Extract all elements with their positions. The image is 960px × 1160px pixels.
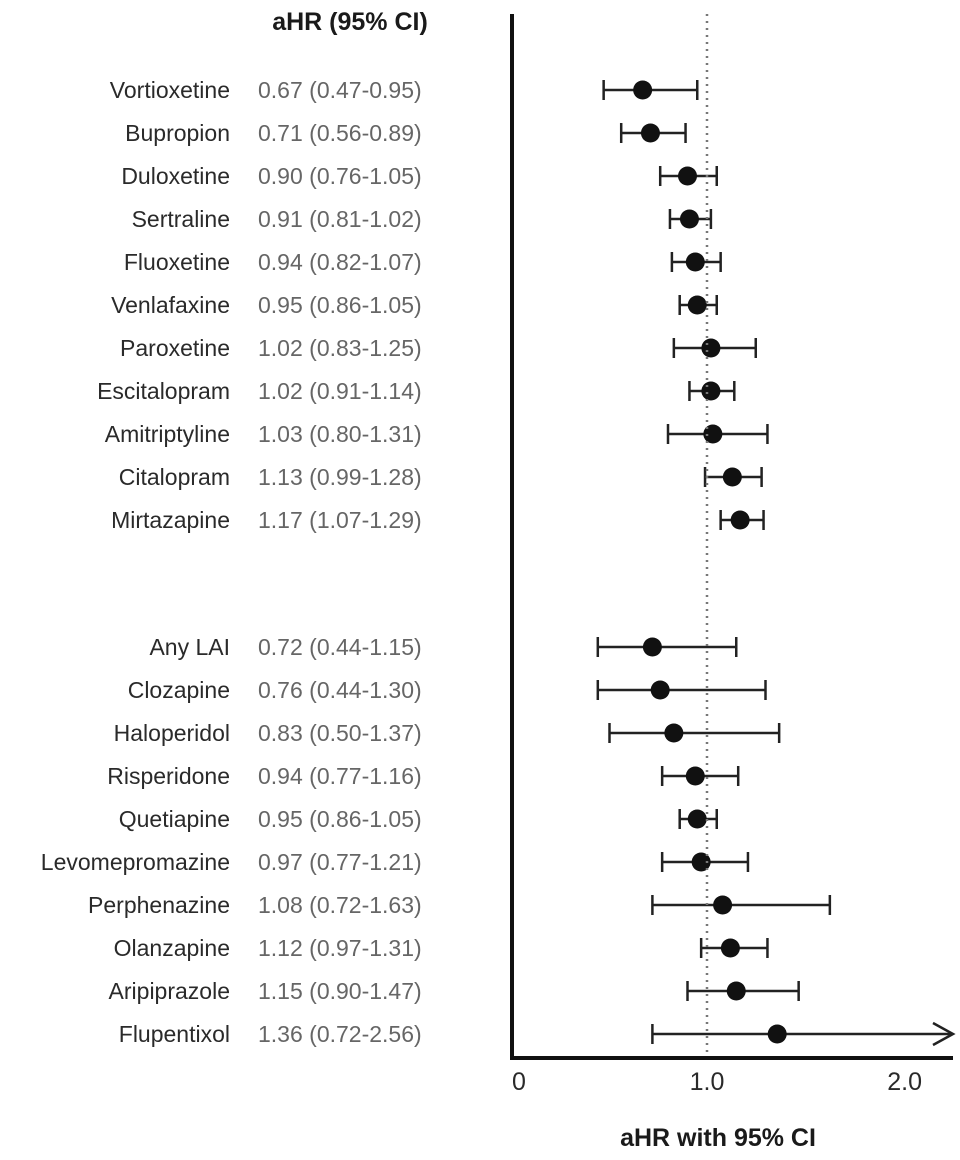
ci-value-text: 0.95 (0.86-1.05) — [258, 806, 422, 832]
x-tick-label: 1.0 — [690, 1068, 725, 1096]
forest-row: Risperidone 0.94 (0.77-1.16) — [107, 763, 740, 789]
hr-point — [685, 252, 705, 272]
ci-overflow-arrow — [932, 1021, 956, 1047]
hr-point — [726, 981, 746, 1001]
forest-row: Citalopram 1.13 (0.99-1.28) — [119, 464, 763, 490]
drug-label: Vortioxetine — [110, 77, 230, 103]
forest-row: Mirtazapine 1.17 (1.07-1.29) — [111, 507, 765, 533]
ci-value-text: 0.72 (0.44-1.15) — [258, 634, 422, 660]
drug-label: Paroxetine — [120, 335, 230, 361]
forest-row: Quetiapine 0.95 (0.86-1.05) — [119, 806, 718, 832]
drug-label: Quetiapine — [119, 806, 230, 832]
ci-value-text: 0.90 (0.76-1.05) — [258, 163, 422, 189]
x-tick-label: 2.0 — [887, 1068, 922, 1096]
hr-point — [679, 209, 699, 229]
drug-label: Citalopram — [119, 464, 230, 490]
forest-row: Duloxetine 0.90 (0.76-1.05) — [121, 163, 718, 189]
ci-value-text: 1.15 (0.90-1.47) — [258, 978, 422, 1004]
forest-row: Paroxetine 1.02 (0.83-1.25) — [120, 335, 757, 361]
forest-row: Sertraline 0.91 (0.81-1.02) — [132, 206, 713, 232]
forest-row: Venlafaxine 0.95 (0.86-1.05) — [111, 292, 718, 318]
hr-point — [664, 723, 684, 743]
hr-point — [640, 123, 660, 143]
ci-value-text: 1.02 (0.91-1.14) — [258, 378, 422, 404]
forest-row: Flupentixol 1.36 (0.72-2.56) — [119, 1021, 956, 1047]
drug-label: Duloxetine — [121, 163, 230, 189]
hr-point — [701, 381, 721, 401]
x-axis-label: aHR with 95% CI — [620, 1124, 816, 1152]
ci-value-text: 0.94 (0.82-1.07) — [258, 249, 422, 275]
drug-label: Aripiprazole — [109, 978, 230, 1004]
hr-point — [687, 295, 707, 315]
ci-value-text: 0.95 (0.86-1.05) — [258, 292, 422, 318]
drug-label: Perphenazine — [88, 892, 230, 918]
drug-label: Flupentixol — [119, 1021, 230, 1047]
drug-label: Risperidone — [107, 763, 230, 789]
hr-point — [642, 637, 662, 657]
hr-point — [685, 766, 705, 786]
forest-row: Vortioxetine 0.67 (0.47-0.95) — [110, 77, 699, 103]
hr-point — [722, 467, 742, 487]
drug-label: Levomepromazine — [41, 849, 230, 875]
forest-row: Fluoxetine 0.94 (0.82-1.07) — [124, 249, 722, 275]
ci-value-text: 1.02 (0.83-1.25) — [258, 335, 422, 361]
hr-point — [691, 852, 711, 872]
forest-row: Bupropion 0.71 (0.56-0.89) — [125, 120, 687, 146]
drug-label: Mirtazapine — [111, 507, 230, 533]
drug-label: Fluoxetine — [124, 249, 230, 275]
ci-value-text: 0.71 (0.56-0.89) — [258, 120, 422, 146]
hr-point — [687, 809, 707, 829]
x-axis-ticks: 0 1.0 2.0 — [512, 1068, 922, 1096]
forest-row: Aripiprazole 1.15 (0.90-1.47) — [109, 978, 800, 1004]
ci-value-text: 1.08 (0.72-1.63) — [258, 892, 422, 918]
forest-row: Clozapine 0.76 (0.44-1.30) — [128, 677, 767, 703]
forest-row: Any LAI 0.72 (0.44-1.15) — [149, 634, 738, 660]
forest-rows: Vortioxetine 0.67 (0.47-0.95) Bupropion 0.7… — [41, 77, 956, 1047]
ci-column-header: aHR (95% CI) — [272, 8, 428, 36]
hr-point — [701, 338, 721, 358]
hr-point — [713, 895, 733, 915]
drug-label: Sertraline — [132, 206, 230, 232]
hr-point — [730, 510, 750, 530]
forest-row: Olanzapine 1.12 (0.97-1.31) — [114, 935, 769, 961]
hr-point — [703, 424, 723, 444]
drug-label: Amitriptyline — [105, 421, 230, 447]
forest-row: Escitalopram 1.02 (0.91-1.14) — [97, 378, 736, 404]
drug-label: Escitalopram — [97, 378, 230, 404]
hr-point — [678, 166, 697, 186]
drug-label: Bupropion — [125, 120, 230, 146]
ci-value-text: 0.76 (0.44-1.30) — [258, 677, 422, 703]
ci-value-text: 0.97 (0.77-1.21) — [258, 849, 422, 875]
hr-point — [720, 938, 740, 958]
forest-row: Perphenazine 1.08 (0.72-1.63) — [88, 892, 832, 918]
forest-row: Amitriptyline 1.03 (0.80-1.31) — [105, 421, 769, 447]
drug-label: Clozapine — [128, 677, 230, 703]
hr-point — [767, 1024, 787, 1044]
ci-value-text: 1.17 (1.07-1.29) — [258, 507, 422, 533]
drug-label: Olanzapine — [114, 935, 230, 961]
drug-label: Haloperidol — [114, 720, 230, 746]
ci-value-text: 0.67 (0.47-0.95) — [258, 77, 422, 103]
forest-row: Levomepromazine 0.97 (0.77-1.21) — [41, 849, 750, 875]
ci-value-text: 1.03 (0.80-1.31) — [258, 421, 422, 447]
ci-value-text: 0.94 (0.77-1.16) — [258, 763, 422, 789]
drug-label: Any LAI — [149, 634, 230, 660]
hr-point — [650, 680, 670, 700]
ci-value-text: 0.83 (0.50-1.37) — [258, 720, 422, 746]
drug-label: Venlafaxine — [111, 292, 230, 318]
ci-value-text: 1.36 (0.72-2.56) — [258, 1021, 422, 1047]
ci-value-text: 1.12 (0.97-1.31) — [258, 935, 422, 961]
hr-point — [633, 80, 653, 100]
ci-value-text: 0.91 (0.81-1.02) — [258, 206, 422, 232]
ci-value-text: 1.13 (0.99-1.28) — [258, 464, 422, 490]
x-tick-label: 0 — [512, 1068, 526, 1096]
forest-row: Haloperidol 0.83 (0.50-1.37) — [114, 720, 781, 746]
